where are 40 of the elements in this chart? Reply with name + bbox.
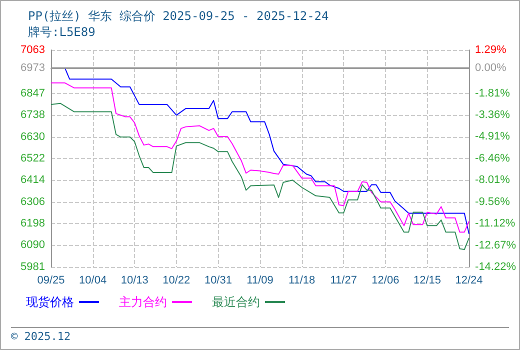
x-tick-label: 12/06 — [372, 274, 400, 286]
y2-tick-label: -8.01% — [475, 174, 510, 186]
y-tick-label: 6198 — [20, 217, 45, 230]
y2-tick-label: 0.00% — [475, 62, 506, 74]
y-tick-label: 6414 — [20, 174, 45, 186]
x-tick-label: 10/22 — [162, 274, 190, 286]
y2-tick-label: -4.91% — [475, 130, 510, 143]
y-tick-label: 5981 — [20, 261, 45, 273]
legend-label: 最近合约 — [212, 295, 260, 309]
x-tick-label: 10/31 — [204, 274, 232, 286]
y-tick-label: 6738 — [20, 109, 45, 122]
y2-tick-label: -14.22% — [475, 261, 516, 273]
y2-tick-label: -3.36% — [475, 109, 510, 122]
y-tick-label: 6306 — [20, 196, 45, 208]
x-tick-label: 11/27 — [330, 274, 357, 286]
chart-subtitle: 牌号:L5E89 — [28, 25, 96, 39]
y2-tick-label: -12.67% — [475, 239, 516, 252]
x-tick-label: 10/13 — [120, 274, 148, 286]
x-tick-label: 11/09 — [246, 274, 274, 286]
x-tick-label: 12/15 — [413, 274, 441, 286]
y-tick-label: 6522 — [20, 152, 45, 164]
line-series — [50, 102, 470, 250]
y2-tick-label: -1.81% — [475, 87, 510, 100]
x-tick-label: 12/24 — [455, 274, 483, 286]
text: © 2025.12 — [11, 327, 509, 343]
y2-tick-label: -11.12% — [475, 218, 516, 230]
x-tick-label: 09/25 — [37, 274, 65, 286]
legend-label: 现货价格 — [26, 295, 74, 309]
y2-tick-label: -6.46% — [475, 152, 510, 164]
x-tick-label: 11/18 — [288, 274, 316, 286]
legend-label: 主力合约 — [119, 295, 167, 309]
y-tick-label: 6630 — [20, 130, 45, 143]
y-tick-label: 6847 — [20, 87, 45, 100]
y2-tick-label: 1.29% — [475, 44, 506, 56]
x-tick-label: 10/04 — [79, 274, 107, 286]
y-tick-label: 6090 — [20, 239, 45, 252]
chart-title: PP(拉丝) 华东 综合价 2025-09-25 - 2025-12-24 — [28, 9, 329, 23]
y-tick-label: 7063 — [20, 44, 45, 56]
y-tick-label: 6973 — [20, 62, 45, 74]
y2-tick-label: -9.56% — [475, 196, 510, 208]
